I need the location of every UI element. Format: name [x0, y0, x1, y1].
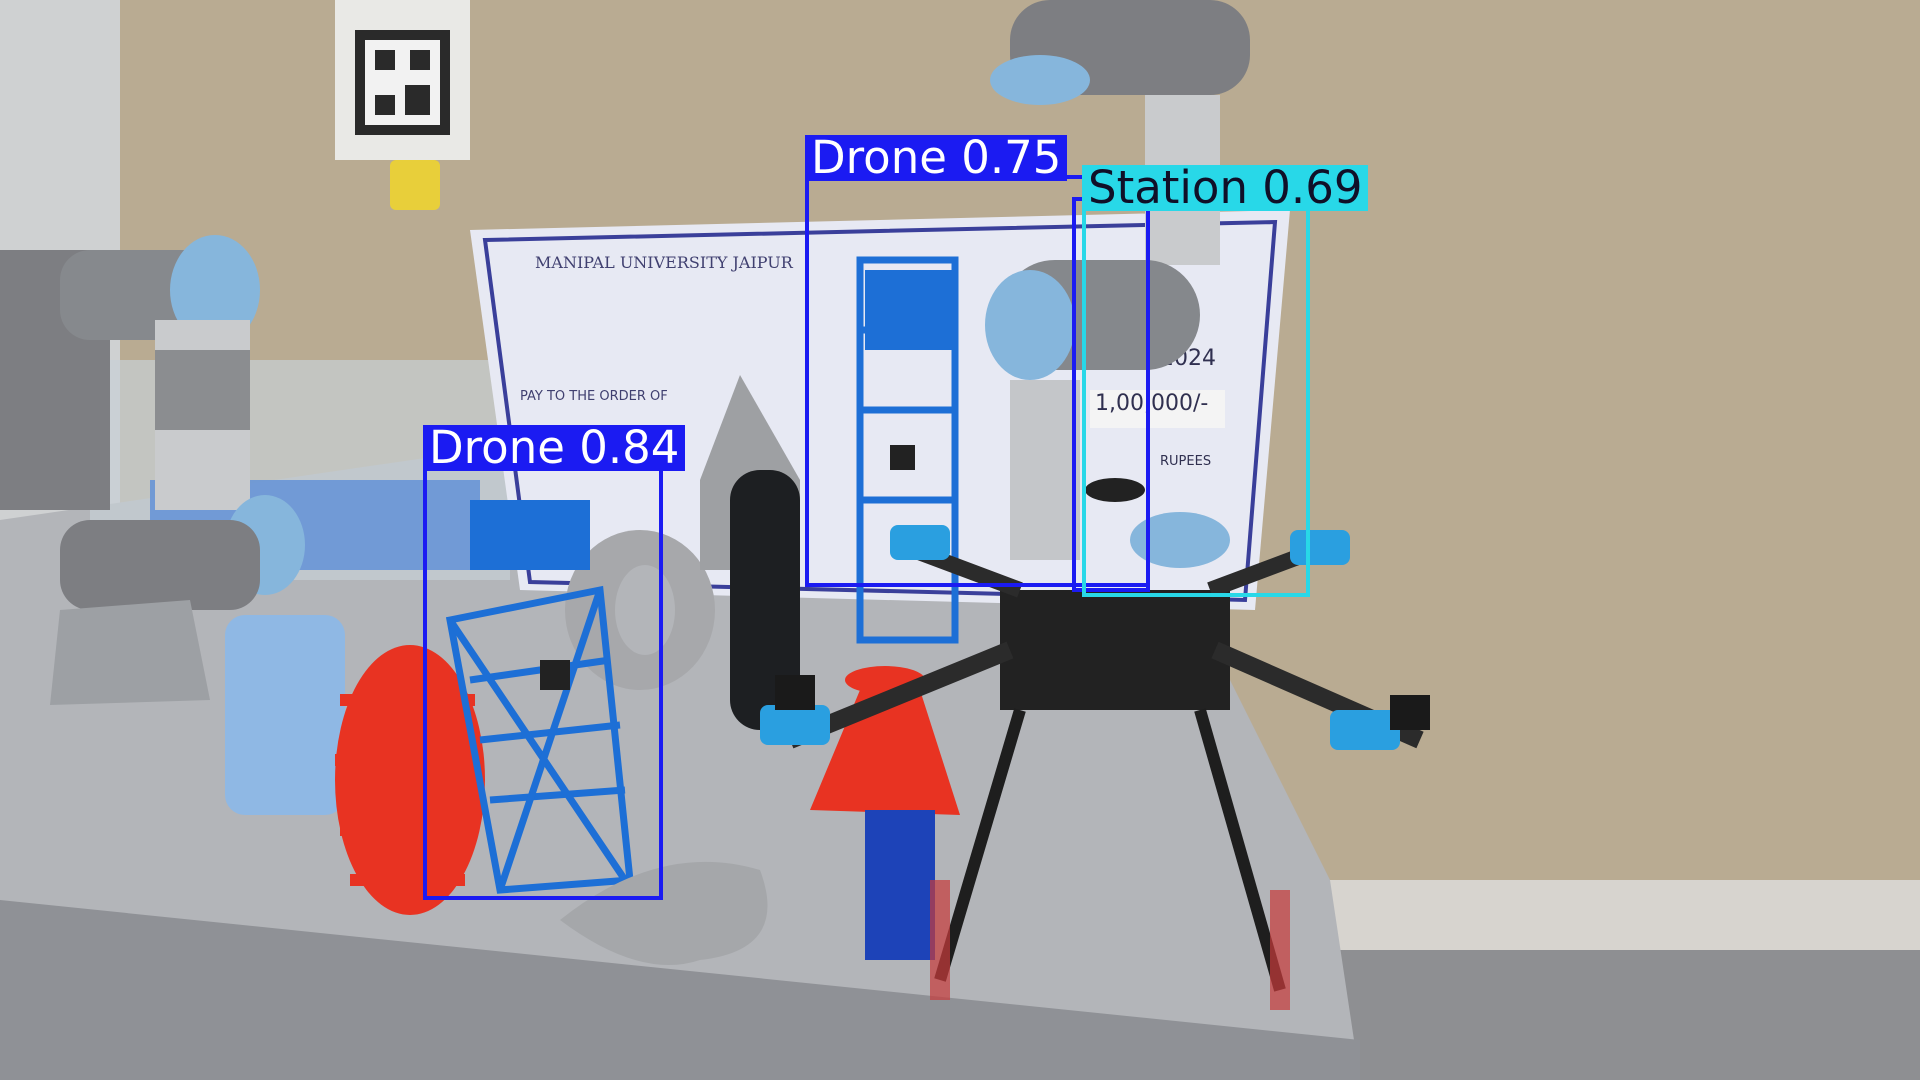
top-robot-arm	[985, 0, 1250, 568]
detection-label-drone-1: Drone 0.84	[423, 425, 686, 471]
qr-poster	[335, 0, 470, 210]
poster-university-text: MANIPAL UNIVERSITY JAIPUR	[535, 253, 794, 272]
gray-propeller	[560, 861, 768, 965]
poster-amount-text: 1,00,000/-	[1095, 391, 1208, 416]
table-edge	[0, 900, 1360, 1080]
blue-tower-right-top	[865, 270, 955, 350]
aruco-marker-left	[540, 660, 570, 690]
poster-rupees-text: RUPEES	[1160, 454, 1211, 469]
quadcopter-drone	[760, 478, 1430, 1010]
black-bottle	[730, 470, 800, 730]
detection-label-station: Station 0.69	[1082, 165, 1369, 211]
left-robot-arm	[0, 235, 305, 705]
detection-box-station	[1082, 205, 1310, 597]
blue-block	[865, 810, 935, 960]
floor	[1300, 930, 1920, 1080]
snapchat-sticker	[390, 160, 440, 210]
poster-pay-text: PAY TO THE ORDER OF	[520, 389, 668, 404]
skirting-board	[1300, 880, 1920, 950]
detection-box-drone-1	[423, 465, 663, 900]
blue-tower-left-top	[470, 500, 590, 570]
detection-label-drone-2: Drone 0.75	[805, 135, 1068, 181]
red-gear	[335, 645, 485, 915]
red-gear-teeth	[335, 694, 480, 886]
blue-cylinder-part	[225, 615, 345, 815]
aruco-marker-right	[890, 445, 915, 470]
